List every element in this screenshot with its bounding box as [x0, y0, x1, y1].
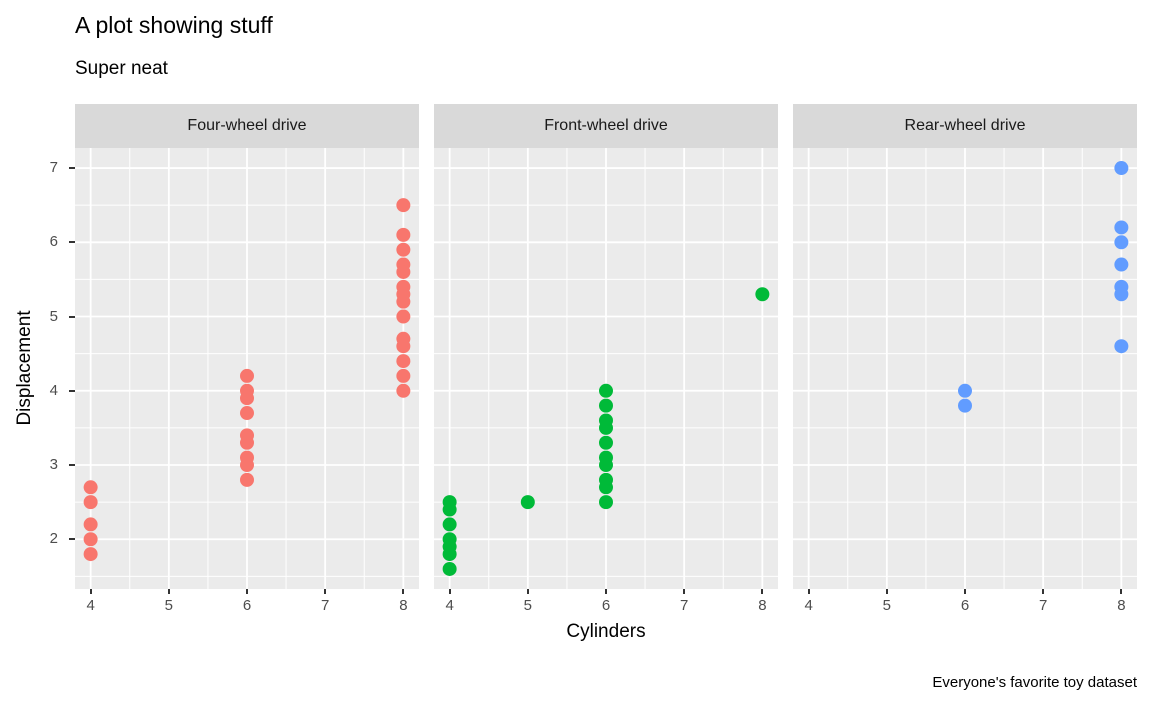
x-tick-label: 4	[445, 597, 454, 614]
y-tick-mark	[69, 241, 75, 244]
data-point	[396, 368, 411, 383]
x-tick-mark	[402, 589, 405, 594]
x-tick-label: 5	[523, 597, 532, 614]
x-tick-label: 8	[399, 597, 408, 614]
x-tick-mark	[1042, 589, 1045, 594]
y-tick-label: 2	[49, 530, 58, 548]
x-axis-title: Cylinders	[566, 621, 646, 642]
x-tick-label: 6	[601, 597, 611, 614]
x-tick-mark	[605, 589, 607, 594]
data-point	[240, 435, 254, 450]
x-tick-label: 4	[804, 597, 813, 614]
data-point	[396, 227, 411, 242]
x-tick-mark	[246, 589, 248, 594]
y-axis-title: Displacement	[14, 310, 35, 426]
facet-strip-label: Four-wheel drive	[187, 117, 307, 134]
data-point	[958, 383, 972, 398]
facet-strip-label: Rear-wheel drive	[904, 117, 1026, 134]
x-tick-label: 6	[960, 597, 970, 614]
panel	[434, 148, 778, 589]
y-tick-mark	[69, 538, 75, 541]
data-point	[599, 458, 613, 473]
panel	[793, 148, 1137, 589]
x-tick-label: 8	[1117, 597, 1126, 614]
data-point	[599, 495, 613, 510]
data-point	[958, 398, 972, 413]
data-point	[442, 502, 457, 517]
x-tick-mark	[807, 589, 810, 594]
x-tick-mark	[761, 589, 764, 594]
data-point	[240, 406, 254, 421]
data-point	[396, 309, 411, 324]
y-tick-label: 5	[49, 307, 58, 325]
x-tick-mark	[448, 589, 451, 594]
data-point	[442, 561, 457, 576]
y-tick-mark	[69, 389, 75, 392]
facet-strip: Front-wheel drive	[434, 104, 778, 148]
data-point	[83, 517, 98, 532]
data-point	[83, 547, 98, 562]
data-point	[396, 242, 411, 257]
facet-strip-label: Front-wheel drive	[544, 117, 668, 134]
x-tick-label: 6	[242, 597, 252, 614]
panel	[75, 148, 419, 589]
x-tick-label: 8	[758, 597, 767, 614]
data-point	[1114, 235, 1129, 250]
x-tick-label: 7	[1039, 597, 1048, 614]
data-point	[396, 264, 411, 279]
data-point	[396, 198, 411, 213]
x-tick-mark	[964, 589, 966, 594]
data-point	[240, 458, 254, 473]
x-tick-mark	[1120, 589, 1123, 594]
data-point	[755, 287, 770, 302]
data-point	[599, 383, 613, 398]
data-point	[396, 354, 411, 369]
facet-strip: Rear-wheel drive	[793, 104, 1137, 148]
x-tick-label: 4	[86, 597, 95, 614]
data-point	[599, 420, 613, 435]
x-tick-label: 5	[164, 597, 173, 614]
x-tick-label: 5	[882, 597, 891, 614]
y-tick-mark	[69, 315, 75, 318]
data-point	[396, 294, 411, 309]
x-tick-mark	[324, 589, 327, 594]
data-point	[1114, 287, 1129, 302]
x-tick-label: 7	[321, 597, 330, 614]
data-point	[83, 495, 98, 510]
y-tick-mark	[69, 167, 75, 170]
data-point	[1114, 161, 1129, 176]
data-point	[1114, 339, 1129, 354]
data-point	[442, 547, 457, 562]
data-point	[599, 398, 613, 413]
facet-strip: Four-wheel drive	[75, 104, 419, 148]
caption: Everyone's favorite toy dataset	[932, 674, 1137, 691]
x-tick-mark	[885, 589, 888, 594]
x-tick-mark	[526, 589, 529, 594]
x-tick-mark	[683, 589, 686, 594]
data-point	[442, 517, 457, 532]
data-point	[396, 339, 411, 354]
page-subtitle: Super neat	[75, 58, 168, 79]
data-point	[1114, 220, 1129, 235]
data-point	[599, 435, 613, 450]
x-tick-mark	[167, 589, 170, 594]
data-point	[83, 532, 98, 547]
data-point	[520, 495, 535, 510]
x-tick-mark	[89, 589, 92, 594]
data-point	[396, 383, 411, 398]
y-tick-label: 7	[49, 159, 58, 177]
data-point	[83, 480, 98, 495]
x-tick-label: 7	[680, 597, 689, 614]
y-tick-label: 4	[49, 381, 58, 399]
y-tick-label: 6	[49, 233, 58, 251]
page-title: A plot showing stuff	[75, 12, 273, 38]
y-tick-label: 3	[49, 456, 58, 473]
data-point	[1114, 257, 1129, 272]
data-point	[240, 368, 254, 383]
data-point	[240, 472, 254, 487]
data-point	[599, 480, 613, 495]
data-point	[240, 391, 254, 406]
y-tick-mark	[69, 464, 75, 466]
